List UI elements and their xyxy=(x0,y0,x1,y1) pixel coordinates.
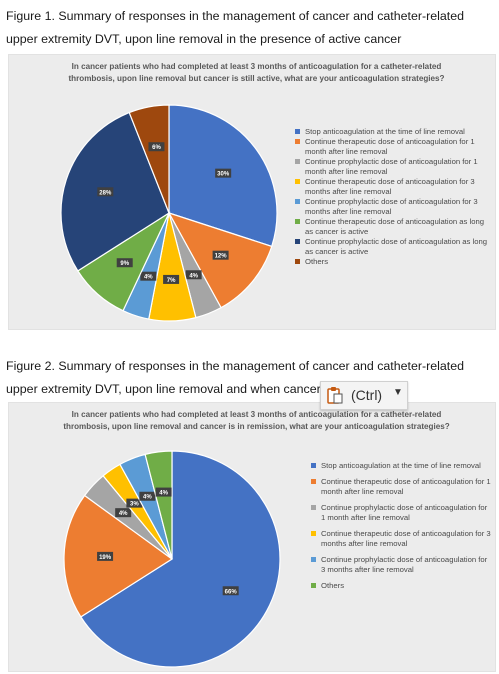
legend-1-swatch-2 xyxy=(295,159,300,164)
pie-2-data-label-3: 3% xyxy=(130,502,139,508)
legend-1-label-4: Continue prophylactic dose of anticoagul… xyxy=(305,197,478,216)
pie-2-slice-1 xyxy=(63,494,174,618)
pie-1-data-label-bg-7 xyxy=(148,142,165,152)
chart-2-panel: In cancer patients who had completed at … xyxy=(8,402,496,672)
legend-1-label-5: Continue therapeutic dose of anticoagula… xyxy=(305,217,485,236)
paste-options-label: (Ctrl) xyxy=(351,387,383,403)
legend-1-item-7: Others xyxy=(295,257,491,267)
chart-1-panel: In cancer patients who had completed at … xyxy=(8,54,496,330)
pie-1-data-label-1: 12% xyxy=(215,254,228,260)
legend-2-swatch-0 xyxy=(311,463,316,468)
legend-2-swatch-1 xyxy=(311,479,316,484)
legend-1-label-7: Others xyxy=(305,257,329,266)
pie-2-slice-5 xyxy=(144,450,173,560)
legend-1-item-0: Stop anticoagulation at the time of line… xyxy=(295,127,491,137)
legend-2-label-3: Continue therapeutic dose of anticoagula… xyxy=(321,529,491,548)
pie-1-data-label-bg-2 xyxy=(185,270,202,280)
chart-1-title: In cancer patients who had completed at … xyxy=(68,62,445,83)
chart-2-legend: Stop anticoagulation at the time of line… xyxy=(311,461,491,597)
legend-1-label-6: Continue prophylactic dose of anticoagul… xyxy=(305,237,488,256)
legend-1-swatch-3 xyxy=(295,179,300,184)
legend-2-item-4: Continue prophylactic dose of anticoagul… xyxy=(311,555,491,575)
pie-1-data-label-7: 6% xyxy=(152,145,161,151)
pie-1-data-label-bg-4 xyxy=(140,271,157,281)
chevron-down-icon: ▼ xyxy=(393,387,403,398)
chart-1-legend: Stop anticoagulation at the time of line… xyxy=(295,127,491,267)
legend-1-swatch-4 xyxy=(295,199,300,204)
pie-2-data-label-bg-2 xyxy=(115,508,132,518)
legend-1-item-6: Continue prophylactic dose of anticoagul… xyxy=(295,237,491,257)
legend-2-swatch-2 xyxy=(311,505,316,510)
legend-1-label-3: Continue therapeutic dose of anticoagula… xyxy=(305,177,475,196)
pie-1-data-label-4: 4% xyxy=(144,275,153,281)
pie-2-data-label-4: 4% xyxy=(143,495,152,501)
pie-chart-2: 66%19%4%3%4%4% xyxy=(63,450,281,668)
pie-2-data-label-bg-0 xyxy=(222,586,239,596)
pie-2-data-label-bg-5 xyxy=(155,487,172,497)
figure-2-caption: Figure 2. Summary of responses in the ma… xyxy=(6,359,465,396)
pie-chart-1: 30% 12% 4% 7% 4% 9% 28% 6% xyxy=(60,104,278,322)
legend-1-swatch-5 xyxy=(295,219,300,224)
chart-2-title: In cancer patients who had completed at … xyxy=(63,410,450,431)
legend-1-swatch-6 xyxy=(295,239,300,244)
legend-1-item-2: Continue prophylactic dose of anticoagul… xyxy=(295,157,491,177)
legend-2-swatch-4 xyxy=(311,557,316,562)
pie-1-slice-1 xyxy=(167,211,273,309)
legend-2-item-1: Continue therapeutic dose of anticoagula… xyxy=(311,477,491,497)
legend-1-item-3: Continue therapeutic dose of anticoagula… xyxy=(295,177,491,197)
legend-2-label-0: Stop anticoagulation at the time of line… xyxy=(321,461,481,470)
legend-2-label-2: Continue prophylactic dose of anticoagul… xyxy=(321,503,488,522)
legend-2-item-5: Others xyxy=(311,581,491,591)
pie-1-data-label-bg-1 xyxy=(212,250,229,260)
pie-1-data-label-3: 7% xyxy=(167,278,176,284)
pie-1-data-label-bg-6 xyxy=(97,187,114,197)
paste-options-button[interactable]: (Ctrl) ▼ xyxy=(320,381,408,410)
pie-2-data-label-5: 4% xyxy=(159,491,168,497)
legend-1-label-2: Continue prophylactic dose of anticoagul… xyxy=(305,157,478,176)
pie-1-data-label-0: 30% xyxy=(217,172,230,178)
clipboard-icon xyxy=(326,386,344,407)
pie-1-data-label-2: 4% xyxy=(189,273,198,279)
legend-2-item-2: Continue prophylactic dose of anticoagul… xyxy=(311,503,491,523)
pie-1-data-label-bg-5 xyxy=(116,258,133,268)
pie-1-data-label-bg-3 xyxy=(163,274,180,284)
legend-2-item-3: Continue therapeutic dose of anticoagula… xyxy=(311,529,491,549)
legend-2-label-4: Continue prophylactic dose of anticoagul… xyxy=(321,555,488,574)
figure-1-caption: Figure 1. Summary of responses in the ma… xyxy=(6,9,465,46)
legend-2-swatch-3 xyxy=(311,531,316,536)
pie-2-data-label-2: 4% xyxy=(119,511,128,517)
legend-2-item-0: Stop anticoagulation at the time of line… xyxy=(311,461,491,471)
legend-1-label-0: Stop anticoagulation at the time of line… xyxy=(305,127,465,136)
pie-2-data-label-0: 66% xyxy=(225,589,238,595)
pie-2-data-label-bg-3 xyxy=(126,498,143,508)
legend-1-swatch-1 xyxy=(295,139,300,144)
pie-1-data-label-6: 28% xyxy=(99,190,112,196)
legend-1-item-4: Continue prophylactic dose of anticoagul… xyxy=(295,197,491,217)
pie-2-data-label-bg-4 xyxy=(139,491,156,501)
legend-1-swatch-0 xyxy=(295,129,300,134)
legend-1-item-5: Continue therapeutic dose of anticoagula… xyxy=(295,217,491,237)
pie-1-data-label-bg-0 xyxy=(215,168,232,178)
legend-1-label-1: Continue therapeutic dose of anticoagula… xyxy=(305,137,475,156)
pie-2-data-label-1: 19% xyxy=(99,555,112,561)
pie-2-data-label-bg-1 xyxy=(97,551,114,561)
legend-2-swatch-5 xyxy=(311,583,316,588)
legend-2-label-5: Others xyxy=(321,581,345,590)
pie-1-data-label-5: 9% xyxy=(120,261,129,267)
legend-1-swatch-7 xyxy=(295,259,300,264)
pie-1-slice-6 xyxy=(60,111,170,272)
legend-1-item-1: Continue therapeutic dose of anticoagula… xyxy=(295,137,491,157)
legend-2-label-1: Continue therapeutic dose of anticoagula… xyxy=(321,477,491,496)
pie-2-slice-0 xyxy=(79,450,281,668)
pie-1-slice-7 xyxy=(128,104,170,214)
